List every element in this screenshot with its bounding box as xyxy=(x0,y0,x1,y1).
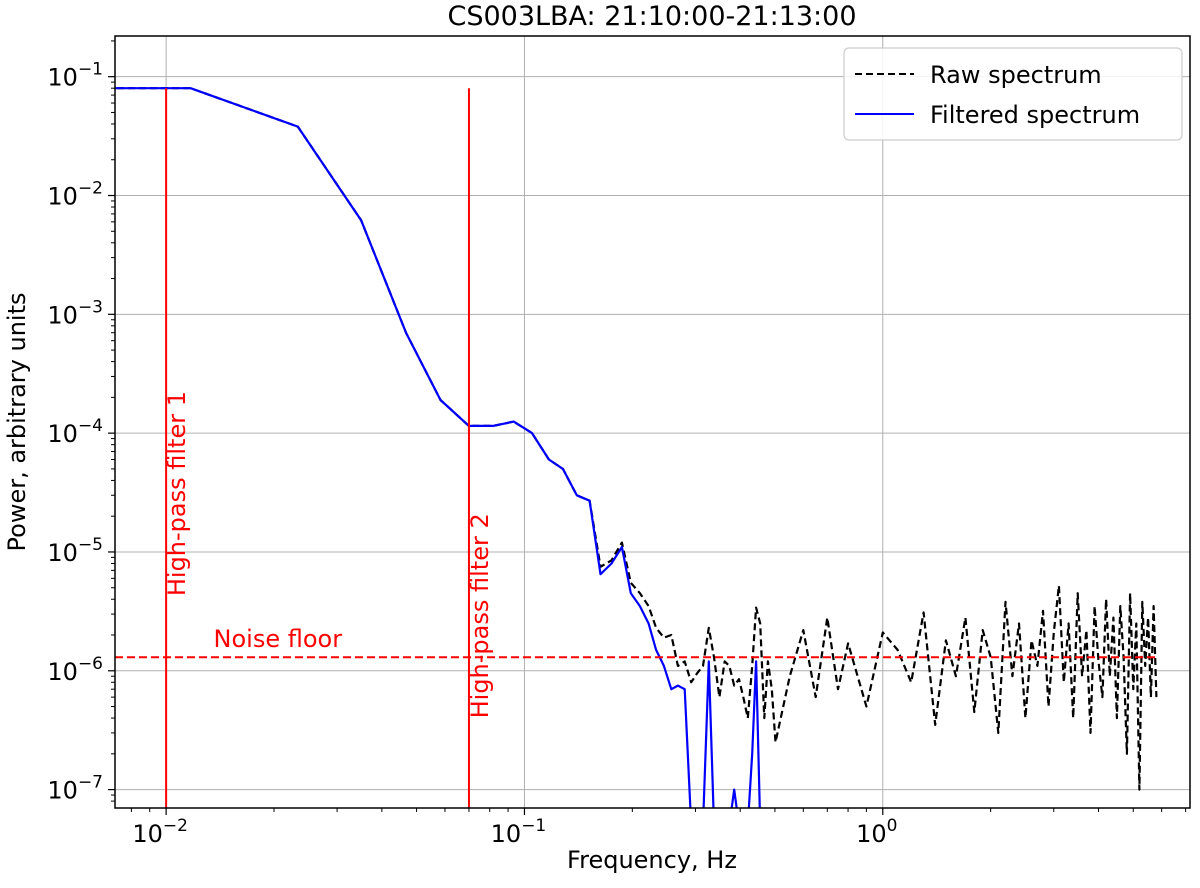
y-tick-label: 10−2 xyxy=(47,179,103,211)
y-tick-label: 10−7 xyxy=(47,773,103,805)
raw-spectrum-line xyxy=(115,87,1158,791)
vline-label-1: High-pass filter 1 xyxy=(163,391,191,596)
y-tick-label: 10−5 xyxy=(47,535,103,567)
legend: Raw spectrum Filtered spectrum xyxy=(843,47,1183,141)
legend-box xyxy=(843,47,1183,141)
axes-frame xyxy=(114,35,1191,809)
x-tick-label: 10−2 xyxy=(132,816,188,848)
y-tick-label: 10−1 xyxy=(47,60,103,92)
ticks: 10−2 10−1 100 10−7 10−6 10−5 10−4 10−3 10−2 10−1 xyxy=(47,40,1187,848)
noise-floor-label: Noise floor xyxy=(214,625,343,653)
plot-area xyxy=(115,87,1158,808)
chart-title: CS003LBA: 21:10:00-21:13:00 xyxy=(447,1,856,32)
y-tick-label: 10−4 xyxy=(47,416,103,448)
y-tick-label: 10−6 xyxy=(47,654,103,686)
x-axis-label: Frequency, Hz xyxy=(567,846,737,874)
legend-label-filtered: Filtered spectrum xyxy=(930,101,1140,129)
grid xyxy=(115,36,1190,808)
filtered-spectrum-line xyxy=(115,87,761,808)
reference-lines: High-pass filter 1 High-pass filter 2 Nois… xyxy=(115,88,1158,808)
legend-label-raw: Raw spectrum xyxy=(930,61,1102,89)
y-tick-label: 10−3 xyxy=(47,297,103,329)
x-tick-label: 100 xyxy=(856,816,897,848)
y-axis-label: Power, arbitrary units xyxy=(3,293,31,552)
x-tick-label: 10−1 xyxy=(491,816,547,848)
vline-label-2: High-pass filter 2 xyxy=(466,513,494,718)
